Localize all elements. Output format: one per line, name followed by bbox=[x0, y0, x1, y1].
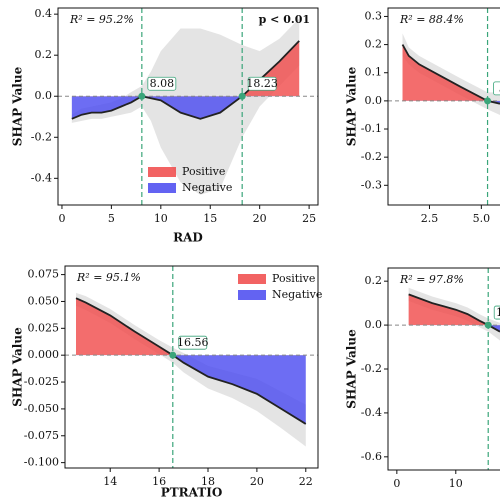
negative-area bbox=[76, 355, 306, 424]
plot-area: 15.5 bbox=[388, 268, 500, 470]
annotation-label: 16.56 bbox=[177, 336, 209, 349]
legend-swatch bbox=[148, 183, 176, 193]
annotation-label: 5.3 bbox=[499, 82, 500, 95]
y-tick-label: 0.0 bbox=[365, 318, 383, 331]
annotation-box bbox=[147, 76, 177, 91]
threshold-annotation: 15.5 bbox=[493, 305, 500, 320]
axes-frame bbox=[387, 267, 500, 471]
y-tick-label: -0.2 bbox=[31, 130, 52, 143]
x-tick-label: 18 bbox=[201, 475, 215, 488]
y-axis-label: SHAP Value bbox=[345, 329, 359, 409]
y-tick-label: -0.025 bbox=[24, 375, 59, 388]
threshold-annotation: 5.3 bbox=[493, 81, 500, 96]
x-tick-label: 14 bbox=[103, 475, 117, 488]
p-value: p < 0.01 bbox=[259, 13, 310, 26]
y-tick-label: 0.1 bbox=[365, 66, 383, 79]
x-tick-label: 20 bbox=[253, 212, 267, 225]
y-tick-label: -0.2 bbox=[361, 362, 382, 375]
shap-line bbox=[71, 40, 300, 120]
threshold-point bbox=[138, 92, 146, 100]
y-tick-label: -0.050 bbox=[24, 402, 59, 415]
x-tick-label: 15 bbox=[203, 212, 217, 225]
annotation-label: 15.5 bbox=[496, 306, 500, 319]
y-tick-label: 0.2 bbox=[365, 38, 383, 51]
threshold-point bbox=[484, 321, 492, 329]
legend-label: Negative bbox=[272, 288, 322, 301]
y-tick-label: 0.000 bbox=[28, 348, 60, 361]
y-tick-label: -0.4 bbox=[31, 171, 52, 184]
annotation-box bbox=[493, 81, 500, 96]
x-tick-label: 10 bbox=[449, 477, 463, 490]
plot-area: 16.56 bbox=[65, 266, 318, 468]
legend-swatch bbox=[238, 290, 266, 300]
legend-label: Negative bbox=[182, 181, 232, 194]
x-tick-label: 16 bbox=[152, 475, 166, 488]
y-tick-label: -0.2 bbox=[361, 150, 382, 163]
axes-frame bbox=[387, 7, 500, 206]
x-tick-label: 0 bbox=[58, 212, 65, 225]
r2-label: R² = 95.2% bbox=[69, 13, 134, 26]
annotation-box bbox=[493, 305, 500, 320]
y-tick-label: -0.6 bbox=[361, 450, 382, 463]
y-axis-label: SHAP Value bbox=[345, 66, 359, 146]
y-tick-label: -0.075 bbox=[24, 429, 59, 442]
legend-label: Positive bbox=[182, 165, 225, 178]
legend-swatch bbox=[148, 167, 176, 177]
y-tick-label: 0.2 bbox=[365, 274, 383, 287]
plot-area: 5.3 bbox=[388, 8, 500, 205]
y-tick-label: 0.4 bbox=[35, 7, 53, 20]
x-tick-label: 0 bbox=[393, 477, 400, 490]
x-tick-label: 5.0 bbox=[473, 212, 491, 225]
x-tick-label: 10 bbox=[154, 212, 168, 225]
y-axis-label: SHAP Value bbox=[11, 66, 25, 146]
threshold-annotation: 16.56 bbox=[177, 335, 209, 350]
threshold-point bbox=[169, 351, 177, 359]
negative-area bbox=[71, 96, 300, 119]
y-axis-label: SHAP Value bbox=[11, 327, 25, 407]
annotation-label: 8.08 bbox=[150, 77, 175, 90]
plot-area: 8.08 18.23 bbox=[58, 8, 318, 205]
y-tick-label: 0.0 bbox=[35, 89, 53, 102]
annotation-label: 18.23 bbox=[246, 77, 278, 90]
axes-frame bbox=[57, 7, 319, 206]
shap-line bbox=[75, 297, 307, 425]
y-tick-label: 0.3 bbox=[365, 9, 383, 22]
x-tick-label: 2.5 bbox=[421, 212, 439, 225]
threshold-annotation: 18.23 bbox=[246, 76, 278, 91]
legend-label: Positive bbox=[272, 272, 315, 285]
threshold-point bbox=[238, 92, 246, 100]
y-tick-label: 0.0 bbox=[365, 94, 383, 107]
legend-swatch bbox=[238, 274, 266, 284]
y-tick-label: -0.100 bbox=[24, 456, 59, 469]
y-tick-label: -0.4 bbox=[361, 406, 382, 419]
x-axis-label: PTRATIO bbox=[161, 486, 223, 500]
axes-frame bbox=[64, 265, 319, 469]
r2-label: R² = 95.1% bbox=[76, 271, 141, 284]
y-tick-label: 0.025 bbox=[28, 321, 60, 334]
annotation-box bbox=[178, 335, 208, 350]
y-tick-label: -0.1 bbox=[361, 122, 382, 135]
x-tick-label: 22 bbox=[299, 475, 313, 488]
positive-area bbox=[402, 44, 500, 101]
y-tick-label: 0.2 bbox=[35, 48, 53, 61]
threshold-annotation: 8.08 bbox=[147, 76, 177, 91]
annotation-box bbox=[247, 76, 277, 91]
y-tick-label: 0.050 bbox=[28, 294, 60, 307]
x-tick-label: 25 bbox=[302, 212, 316, 225]
x-tick-label: 20 bbox=[250, 475, 264, 488]
y-tick-label: -0.3 bbox=[361, 178, 382, 191]
r2-label: R² = 88.4% bbox=[399, 13, 464, 26]
x-tick-label: 5 bbox=[108, 212, 115, 225]
y-tick-label: 0.075 bbox=[28, 268, 60, 281]
x-axis-label: RAD bbox=[173, 231, 203, 245]
r2-label: R² = 97.8% bbox=[399, 273, 464, 286]
threshold-point bbox=[484, 97, 492, 105]
positive-area bbox=[242, 40, 300, 97]
